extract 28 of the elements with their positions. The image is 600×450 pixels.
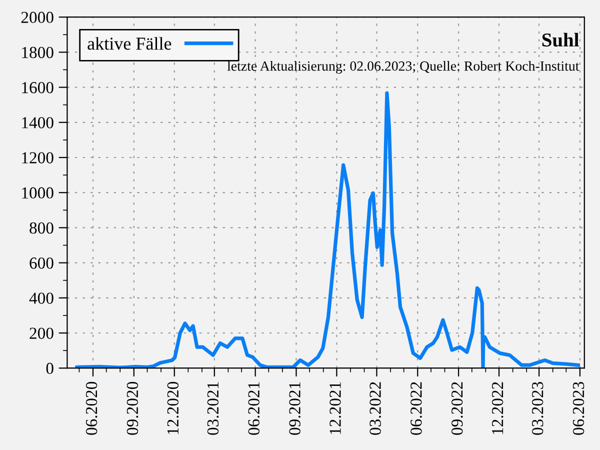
y-tick-label: 2000	[21, 12, 54, 24]
x-tick-label: 06.2023	[572, 382, 584, 435]
y-tick-label: 1800	[22, 46, 54, 58]
x-tick-label: 03.2023	[532, 382, 544, 435]
y-tick-label: 600	[30, 258, 54, 269]
x-tick-label: 12.2020	[167, 382, 179, 434]
y-tick-label: 0	[46, 362, 54, 374]
x-tick-label: 06.2020	[86, 382, 98, 435]
x-tick-label: 09.2021	[289, 382, 300, 435]
y-tick-label: 400	[29, 292, 54, 304]
x-tick-label: 09.2022	[451, 382, 463, 435]
y-tick-label: 1400	[22, 117, 54, 128]
x-tick-label: 12.2021	[330, 382, 341, 434]
legend-label: aktive Fälle	[88, 37, 172, 50]
y-tick-label: 200	[30, 328, 54, 339]
x-tick-label: 03.2022	[370, 382, 381, 435]
x-tick-label: 06.2021	[248, 382, 260, 435]
text: letzte Aktualisierung: 02.06.2023; Quelle: Robert Koch-Institut	[227, 60, 580, 74]
line-series	[75, 91, 580, 368]
x-tick-label: 12.2022	[492, 382, 504, 434]
x-tick-label: 03.2021	[207, 382, 219, 435]
x-tick-label: 09.2020	[126, 382, 138, 435]
y-tick-label: 1000	[22, 187, 54, 199]
y-tick-label: 800	[30, 222, 54, 234]
text: Suhl	[542, 32, 579, 47]
y-tick-label: 1200	[22, 152, 54, 164]
y-tick-label: 1600	[22, 82, 54, 94]
x-tick-label: 06.2022	[410, 382, 422, 435]
